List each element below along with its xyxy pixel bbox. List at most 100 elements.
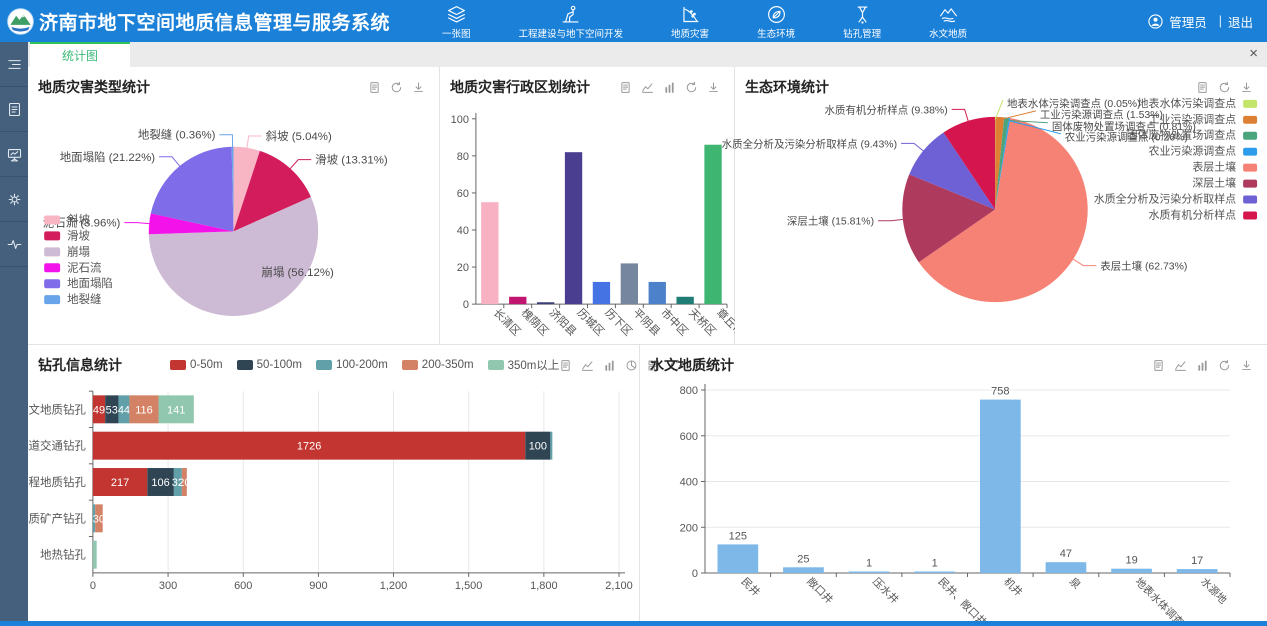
- download-icon[interactable]: [412, 81, 425, 94]
- document-icon[interactable]: [1152, 359, 1165, 372]
- document-icon[interactable]: [559, 359, 572, 372]
- legend-label[interactable]: 固体废物处置场调查点: [1127, 128, 1237, 142]
- legend-swatch[interactable]: [44, 247, 61, 257]
- document-icon[interactable]: [368, 81, 381, 94]
- nav-item-3[interactable]: 地质灾害: [647, 2, 733, 41]
- nav-item-2[interactable]: 工程建设与地下空间开发: [495, 2, 648, 41]
- legend-swatch[interactable]: [1243, 211, 1258, 220]
- bar-segment[interactable]: [92, 395, 106, 424]
- legend-label[interactable]: 斜坡: [67, 213, 90, 226]
- bar-segment[interactable]: [118, 395, 130, 424]
- legend-label[interactable]: 地面塌陷: [67, 276, 113, 290]
- download-icon[interactable]: [691, 359, 704, 372]
- legend-label[interactable]: 地表水体污染调查点: [1138, 96, 1237, 110]
- close-tab-button[interactable]: ×: [1249, 45, 1258, 62]
- bar-segment[interactable]: [525, 431, 551, 460]
- nav-item-1[interactable]: 一张图: [418, 2, 495, 41]
- legend-item[interactable]: 100-200m: [316, 359, 388, 371]
- pie-slice[interactable]: [995, 117, 1011, 210]
- bar-chart-icon[interactable]: [603, 359, 616, 372]
- bar[interactable]: [481, 202, 499, 305]
- bar[interactable]: [1176, 569, 1218, 573]
- line-chart-icon[interactable]: [1174, 359, 1187, 372]
- legend-swatch[interactable]: [1243, 147, 1258, 156]
- refresh-icon[interactable]: [669, 359, 682, 372]
- bar[interactable]: [564, 152, 583, 305]
- bar[interactable]: [648, 281, 666, 305]
- refresh-icon[interactable]: [1218, 81, 1231, 94]
- pie-slice[interactable]: [918, 118, 1088, 303]
- line-chart-icon[interactable]: [581, 359, 594, 372]
- bar[interactable]: [717, 544, 759, 573]
- legend-label[interactable]: 水质全分析及污染分析取样点: [1094, 192, 1236, 206]
- pie-chart-icon[interactable]: [625, 359, 638, 372]
- legend-item[interactable]: 350m以上: [487, 357, 559, 373]
- bar[interactable]: [509, 296, 527, 305]
- pie-slice[interactable]: [231, 146, 234, 232]
- legend-swatch[interactable]: [44, 279, 61, 289]
- legend-swatch[interactable]: [1243, 195, 1258, 204]
- bar-segment[interactable]: [173, 468, 182, 496]
- download-icon[interactable]: [707, 81, 720, 94]
- nav-item-5[interactable]: 钻孔管理: [819, 2, 905, 41]
- legend-label[interactable]: 滑坡: [67, 229, 90, 242]
- bar-chart-icon[interactable]: [663, 81, 676, 94]
- pie-slice[interactable]: [148, 197, 319, 316]
- legend-item[interactable]: 200-350m: [401, 359, 474, 371]
- grid-view-icon[interactable]: [647, 359, 660, 372]
- legend-swatch[interactable]: [44, 263, 61, 273]
- legend-swatch[interactable]: [44, 231, 61, 241]
- document-icon[interactable]: [1196, 81, 1209, 94]
- bar-segment[interactable]: [158, 395, 194, 424]
- bar[interactable]: [620, 263, 639, 305]
- bar[interactable]: [704, 144, 722, 305]
- bar-segment[interactable]: [92, 468, 148, 496]
- legend-swatch[interactable]: [44, 295, 61, 305]
- pie-slice[interactable]: [233, 150, 311, 232]
- legend-label[interactable]: 崩塌: [67, 244, 90, 258]
- bar[interactable]: [1111, 568, 1152, 573]
- pie-slice[interactable]: [995, 117, 1009, 210]
- legend-item[interactable]: 50-100m: [236, 359, 302, 371]
- legend-swatch[interactable]: [1243, 131, 1258, 140]
- sidebar-item-4[interactable]: [0, 177, 28, 222]
- user-icon[interactable]: [1148, 13, 1163, 29]
- nav-item-6[interactable]: 水文地质: [905, 2, 991, 41]
- bar-segment[interactable]: [181, 468, 187, 496]
- nav-item-4[interactable]: 生态环境: [733, 2, 819, 41]
- legend-label[interactable]: 农业污染源调查点: [1149, 144, 1237, 158]
- bar-segment[interactable]: [147, 468, 174, 496]
- legend-item[interactable]: 0-50m: [170, 359, 223, 371]
- refresh-icon[interactable]: [685, 81, 698, 94]
- legend-swatch[interactable]: [1243, 163, 1258, 172]
- pie-slice[interactable]: [943, 116, 996, 210]
- bar[interactable]: [592, 281, 611, 305]
- pie-slice[interactable]: [902, 174, 996, 263]
- line-chart-icon[interactable]: [641, 81, 654, 94]
- bar-segment[interactable]: [105, 395, 119, 424]
- refresh-icon[interactable]: [1218, 359, 1231, 372]
- refresh-icon[interactable]: [390, 81, 403, 94]
- legend-swatch[interactable]: [1243, 115, 1258, 124]
- pie-slice[interactable]: [909, 132, 996, 210]
- bar[interactable]: [914, 571, 955, 574]
- legend-swatch[interactable]: [1243, 179, 1258, 188]
- legend-label[interactable]: 深层土壤: [1192, 176, 1236, 190]
- username[interactable]: 管理员: [1169, 15, 1207, 30]
- pie-slice[interactable]: [995, 116, 1005, 210]
- bar-segment[interactable]: [95, 504, 103, 533]
- bar[interactable]: [1045, 562, 1087, 573]
- sidebar-item-3[interactable]: [0, 132, 28, 177]
- bar-segment[interactable]: [92, 431, 526, 460]
- legend-label[interactable]: 泥石流: [67, 260, 102, 274]
- logout-button[interactable]: 退出: [1227, 15, 1253, 30]
- legend-swatch[interactable]: [44, 215, 61, 225]
- bar-chart-icon[interactable]: [1196, 359, 1209, 372]
- bar-segment[interactable]: [92, 540, 97, 569]
- bar[interactable]: [536, 302, 555, 305]
- pie-slice[interactable]: [148, 213, 234, 235]
- bar[interactable]: [980, 399, 1021, 573]
- legend-label[interactable]: 地裂缝: [67, 292, 101, 306]
- bar-segment[interactable]: [129, 395, 159, 424]
- tab-statistics[interactable]: 统计图: [30, 42, 131, 67]
